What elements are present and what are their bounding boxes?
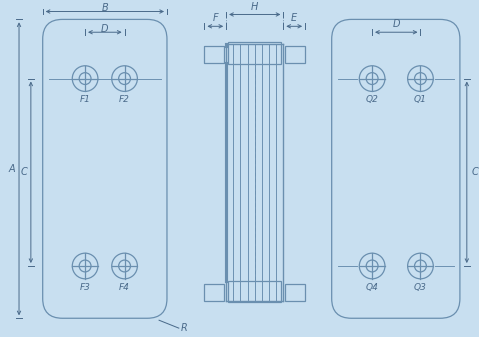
Text: Q4: Q4 <box>365 283 378 292</box>
Text: C: C <box>20 167 27 177</box>
Text: C: C <box>472 167 479 177</box>
Text: Q1: Q1 <box>414 95 427 104</box>
Bar <box>285 284 305 301</box>
Bar <box>228 281 281 303</box>
Text: F4: F4 <box>119 283 130 292</box>
Text: D: D <box>101 24 109 34</box>
Text: Q3: Q3 <box>414 283 427 292</box>
Bar <box>228 42 281 64</box>
Text: F: F <box>213 13 218 23</box>
Text: F1: F1 <box>80 95 91 104</box>
Text: R: R <box>181 323 188 333</box>
Text: B: B <box>102 3 108 13</box>
Text: D: D <box>393 19 400 29</box>
Text: H: H <box>251 1 259 11</box>
Bar <box>205 46 224 63</box>
Text: E: E <box>291 13 297 23</box>
Text: A: A <box>9 164 15 174</box>
Bar <box>205 284 224 301</box>
Text: Q2: Q2 <box>365 95 378 104</box>
Text: F2: F2 <box>119 95 130 104</box>
Text: F3: F3 <box>80 283 91 292</box>
Bar <box>285 46 305 63</box>
